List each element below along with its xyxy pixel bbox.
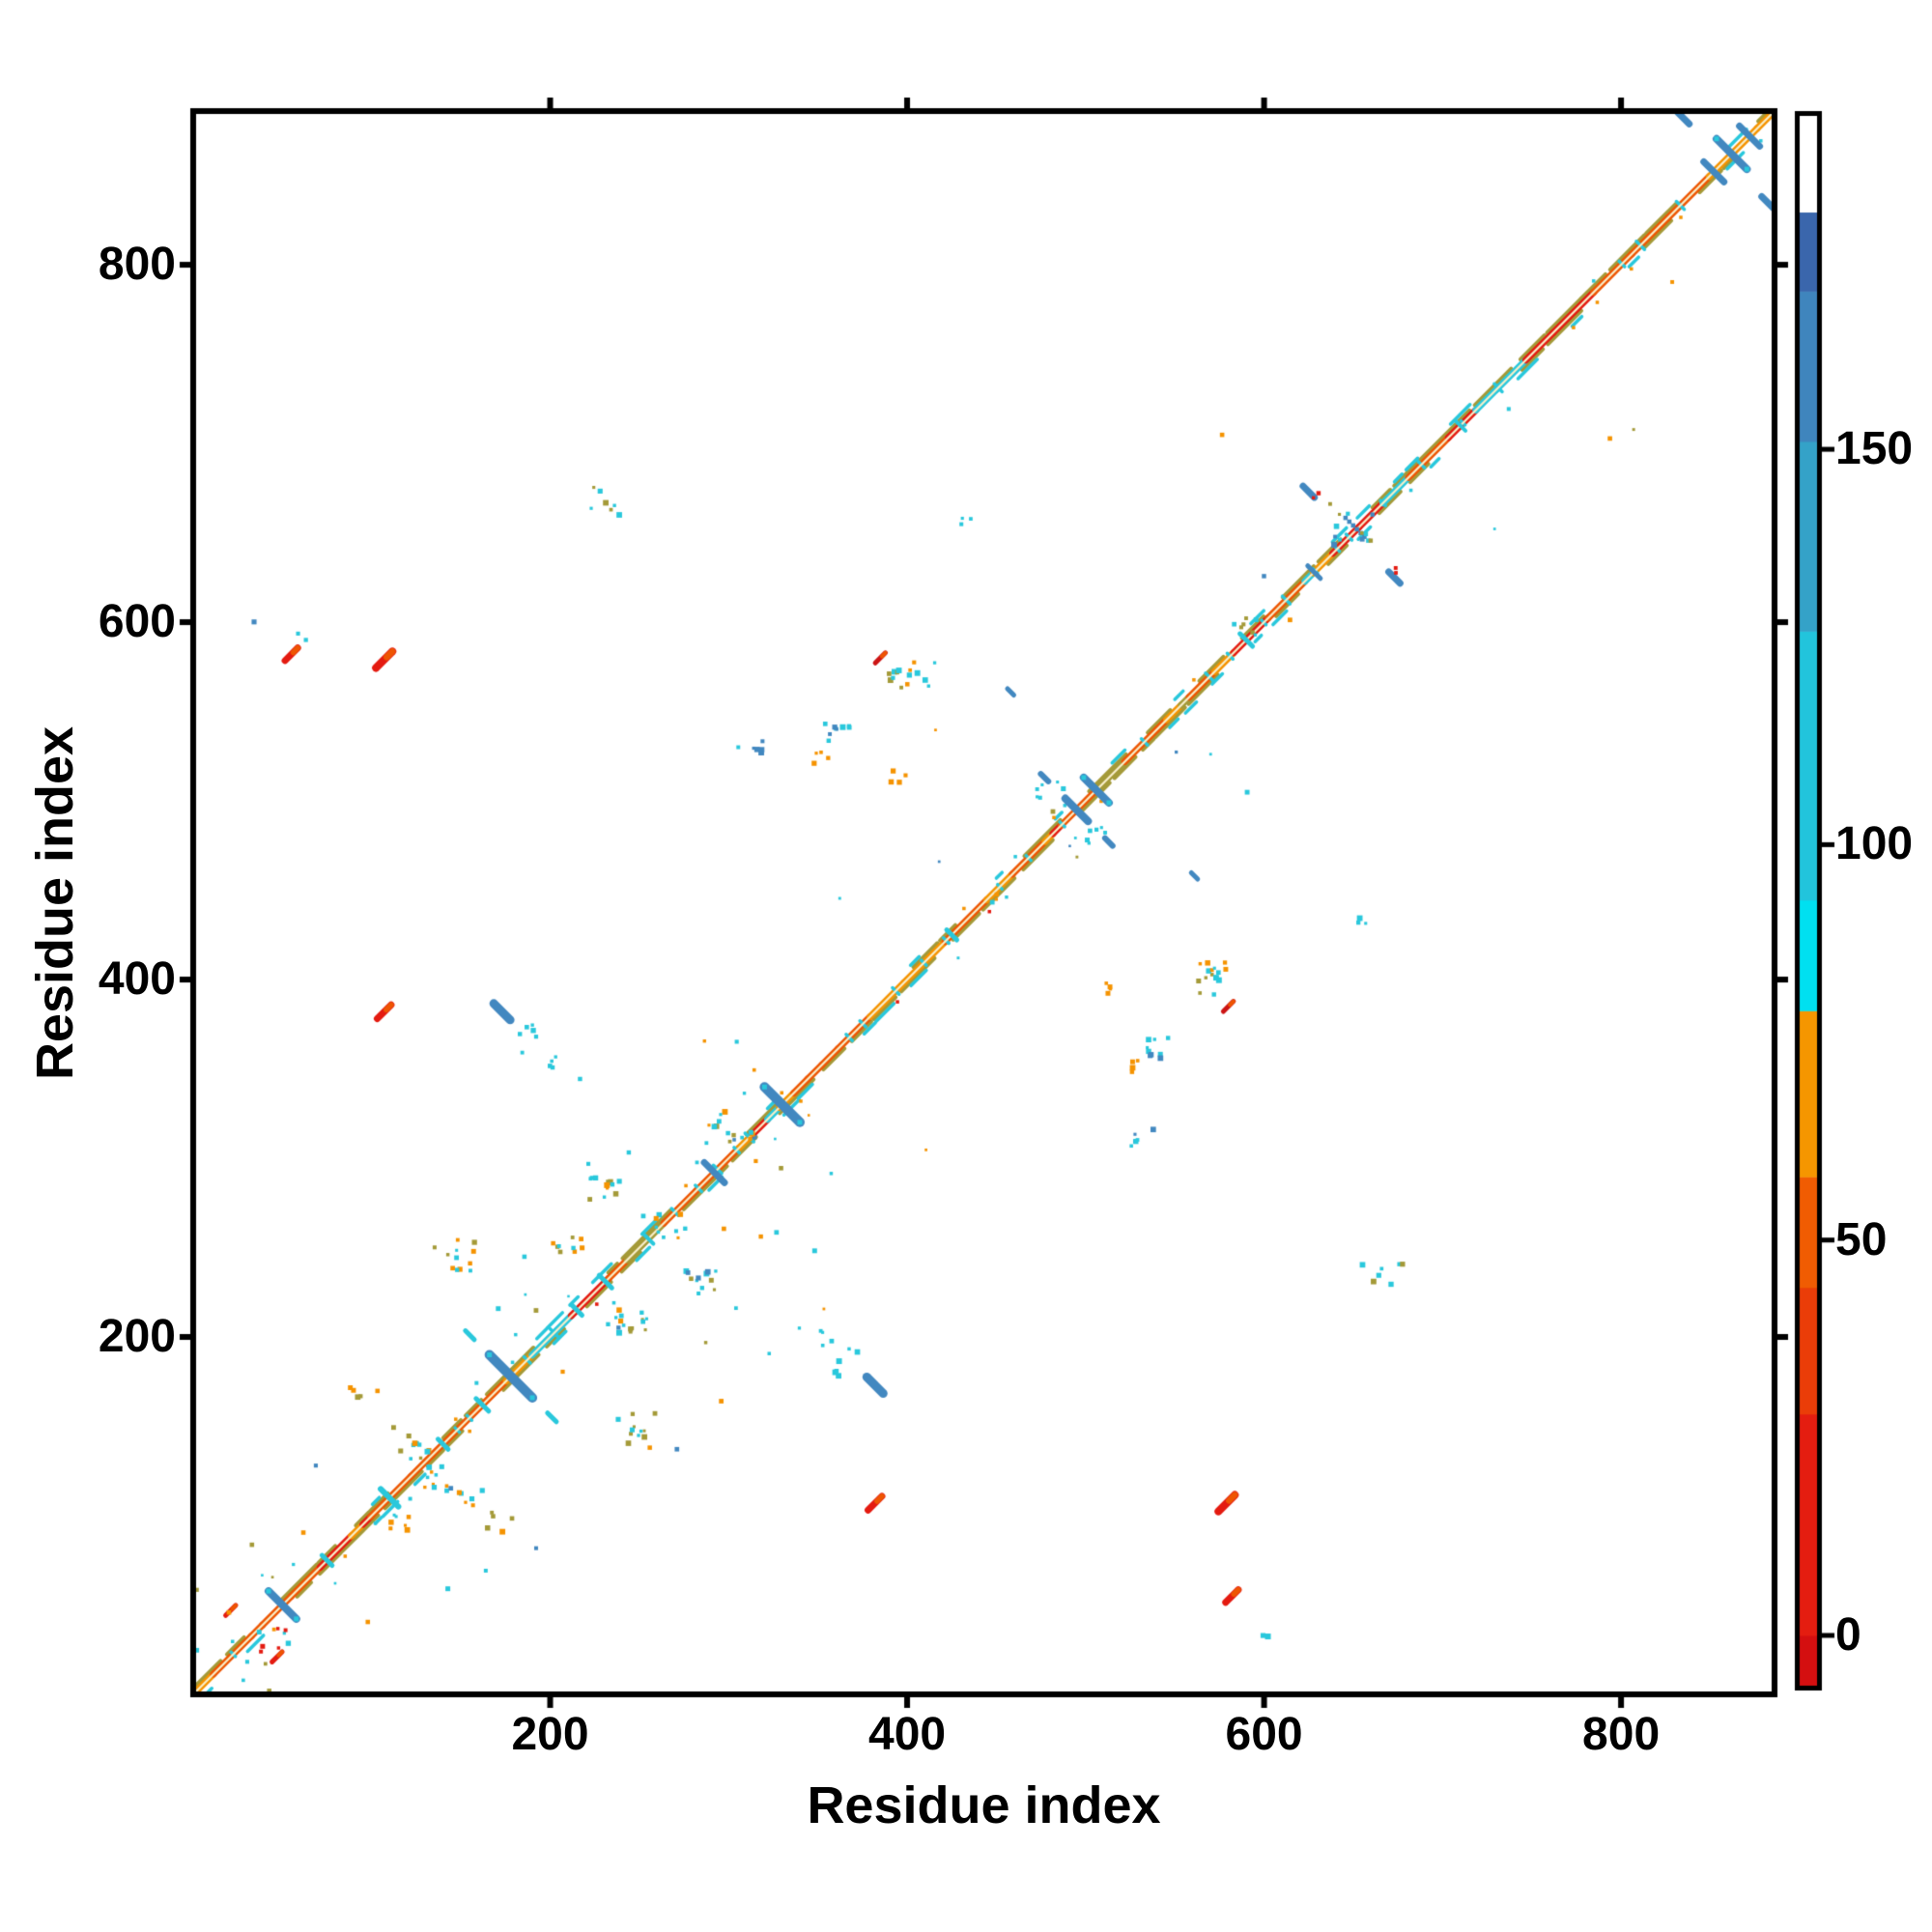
x-tick-label: 600 (1225, 1709, 1303, 1760)
y-tick-label: 600 (98, 596, 176, 648)
y-tick-label: 200 (98, 1311, 176, 1363)
colorbar-tick-label: 100 (1835, 818, 1914, 870)
colorbar-tick-label: 0 (1835, 1609, 1861, 1661)
colorbar-tick-label: 50 (1835, 1213, 1888, 1265)
y-axis-title: Residue index (26, 725, 84, 1081)
y-tick-label: 800 (98, 239, 176, 291)
x-tick-label: 400 (868, 1709, 947, 1760)
x-tick-label: 200 (511, 1709, 589, 1760)
y-tick-label: 400 (98, 953, 176, 1006)
x-axis-title: Residue index (807, 1776, 1161, 1834)
colorbar-tick-label: 150 (1835, 423, 1914, 475)
x-tick-label: 800 (1582, 1709, 1661, 1760)
